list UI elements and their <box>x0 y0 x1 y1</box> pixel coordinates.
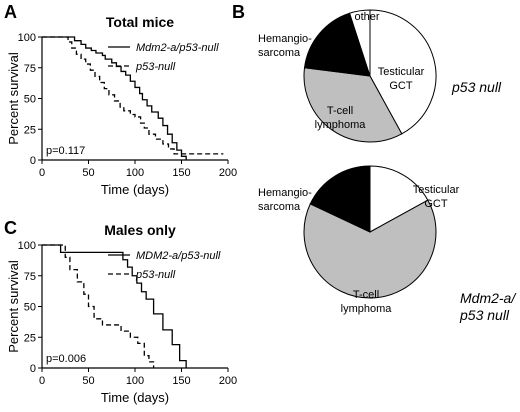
x-tick-label: 200 <box>219 375 237 387</box>
survival-curve-p53-null <box>42 244 155 368</box>
pie2-label-tcell-2: lymphoma <box>341 303 393 315</box>
pie-slice-testicular-gct <box>369 165 429 233</box>
chart-title: Males only <box>104 222 176 238</box>
pie1-title: p53 null <box>451 79 502 95</box>
pie-slice-other <box>348 9 371 77</box>
x-tick-label: 150 <box>172 375 190 387</box>
p-value-annotation: p=0.117 <box>46 145 85 157</box>
pie1-label-testicular-2: GCT <box>389 80 413 92</box>
pie1-label-tcell-1: T-cell <box>327 105 353 117</box>
x-tick-label: 0 <box>39 167 45 179</box>
y-tick-label: 75 <box>24 63 36 75</box>
panel-letter-a: A <box>4 2 17 22</box>
chart-title: Total mice <box>106 14 174 30</box>
pie2-label-tcell-1: T-cell <box>353 289 379 301</box>
legend-label: Mdm2-a/p53-null <box>136 42 219 54</box>
y-axis-label: Percent survival <box>6 260 21 353</box>
y-tick-label: 75 <box>24 271 36 283</box>
x-tick-label: 50 <box>82 167 94 179</box>
pie-slice-hemangio-sarcoma <box>309 165 371 233</box>
survival-chart-males: Males only 0 50 100 150 200 0 25 50 75 100 Time (da… <box>6 222 237 405</box>
survival-chart-total: Total mice 0 50 100 150 200 0 25 50 75 100 Time (da… <box>6 14 237 197</box>
x-axis-label: Time (days) <box>101 182 169 197</box>
p-value-annotation: p=0.006 <box>46 353 86 365</box>
pie-chart-mdm2a-p53-null <box>303 165 437 299</box>
pie2-label-testicular-1: Testicular <box>413 184 460 196</box>
pie1-label-other: other <box>354 11 379 23</box>
pie-slice-testicular-gct <box>369 9 437 135</box>
pie2-label-hemangio-2: sarcoma <box>258 201 301 213</box>
y-tick-label: 0 <box>30 363 36 375</box>
legend-label: p53-null <box>135 61 176 73</box>
y-tick-label: 50 <box>24 94 36 106</box>
panel-letter-c: C <box>4 218 17 238</box>
pie-slice-t-cell-lymphoma <box>303 199 437 299</box>
y-tick-label: 0 <box>30 155 36 167</box>
survival-curve-mdm2a-p53-null <box>42 36 187 160</box>
x-tick-label: 0 <box>39 375 45 387</box>
pie1-label-tcell-2: lymphoma <box>315 119 367 131</box>
pie2-label-testicular-2: GCT <box>424 198 448 210</box>
y-tick-label: 100 <box>18 240 36 252</box>
x-axis-label: Time (days) <box>101 390 169 405</box>
x-tick-label: 100 <box>126 375 144 387</box>
panel-letter-b: B <box>232 2 245 22</box>
survival-curve-p53-null <box>42 36 224 155</box>
pie-slice-hemangio-sarcoma <box>303 12 371 77</box>
x-tick-label: 150 <box>172 167 190 179</box>
x-tick-label: 50 <box>82 375 94 387</box>
pie2-label-hemangio-1: Hemangio- <box>258 187 312 199</box>
survival-curve-mdm2a-p53-null <box>42 244 187 368</box>
y-tick-label: 25 <box>24 124 36 136</box>
legend-label: MDM2-a/p53-null <box>136 250 221 262</box>
y-tick-label: 50 <box>24 302 36 314</box>
y-tick-label: 25 <box>24 332 36 344</box>
y-tick-label: 100 <box>18 32 36 44</box>
pie1-label-hemangio-2: sarcoma <box>258 47 301 59</box>
pie1-label-testicular-1: Testicular <box>378 66 425 78</box>
x-tick-label: 100 <box>126 167 144 179</box>
legend-label: p53-null <box>135 269 176 281</box>
pie-slice-t-cell-lymphoma <box>303 67 403 143</box>
pie2-title-line1: Mdm2-a/ <box>460 290 517 306</box>
pie1-label-hemangio-1: Hemangio- <box>258 33 312 45</box>
x-tick-label: 200 <box>219 167 237 179</box>
pie-chart-p53-null <box>303 9 437 143</box>
pie2-title-line2: p53 null <box>459 307 510 323</box>
y-axis-label: Percent survival <box>6 52 21 145</box>
